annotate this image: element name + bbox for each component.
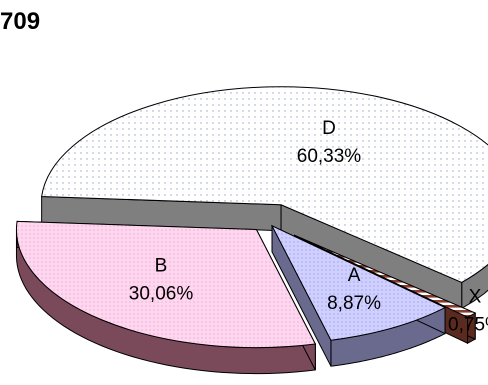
slice-label-x: X — [469, 287, 482, 308]
slice-d — [41, 86, 488, 283]
chart-title: 709 — [0, 8, 41, 35]
slice-a — [270, 224, 447, 341]
slice-label-d: D — [322, 118, 336, 139]
slice-value-a: 8,87% — [327, 293, 381, 314]
slice-label-b: B — [155, 256, 168, 277]
slice-label-a: A — [348, 265, 361, 286]
slice-x — [294, 234, 477, 318]
slice-value-d: 60,33% — [297, 146, 362, 167]
slice-value-b: 30,06% — [129, 284, 194, 305]
slice-b — [15, 220, 317, 349]
slice-value-x: 0,75% — [448, 315, 488, 336]
